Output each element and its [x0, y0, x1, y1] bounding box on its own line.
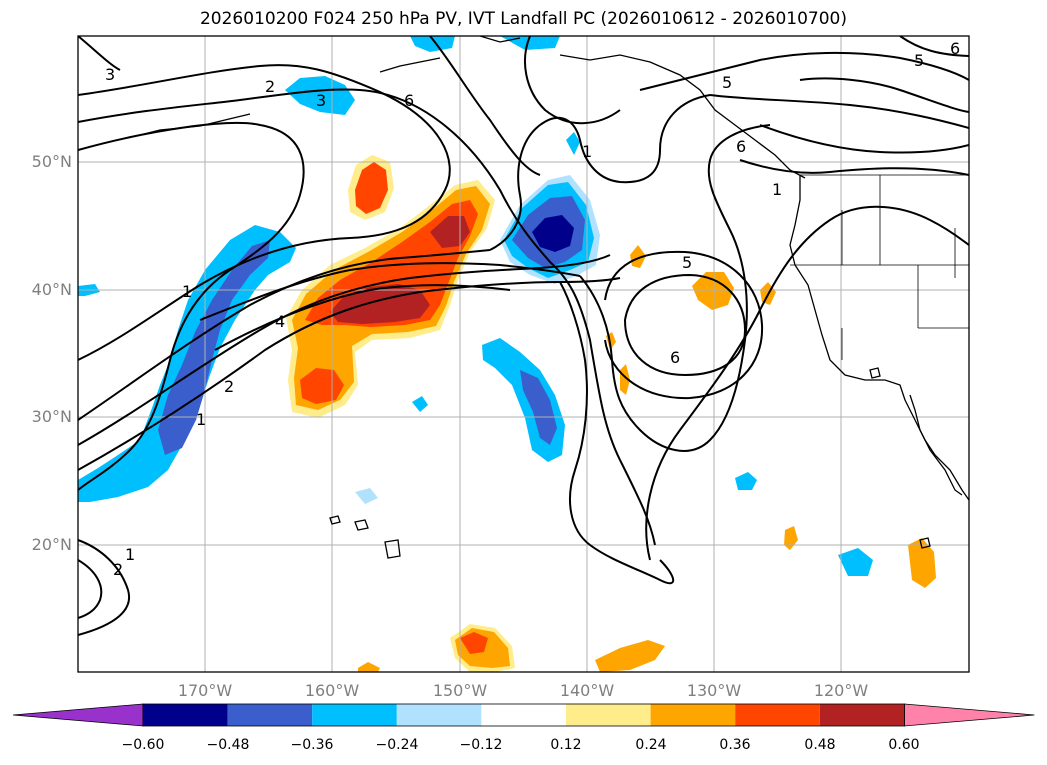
contour-label: 6	[950, 39, 960, 58]
neg-blob-small-5	[412, 396, 428, 412]
colorbar-segment	[566, 704, 651, 726]
contour-label: 6	[670, 348, 680, 367]
graticule	[78, 36, 969, 672]
contour-label: 6	[736, 137, 746, 156]
colorbar-tick: 0.60	[888, 737, 920, 753]
contour-label: 2	[265, 77, 275, 96]
pos-blob-east	[692, 272, 734, 310]
colorbar-segment	[650, 704, 736, 726]
colorbar-segment	[481, 704, 566, 726]
lon-label-120w: 120°W	[813, 681, 869, 700]
neg-blob-north	[285, 76, 355, 115]
contour-label: 6	[404, 91, 414, 110]
lon-label-170w: 170°W	[177, 681, 233, 700]
contour-label: 1	[182, 282, 192, 301]
pos-blob-n	[355, 162, 388, 214]
contour-label: 1	[125, 545, 135, 564]
colorbar-segment	[819, 704, 905, 726]
colorbar-tick: −0.48	[206, 737, 250, 753]
lon-label-140w: 140°W	[559, 681, 615, 700]
lon-label-130w: 130°W	[686, 681, 742, 700]
pos-blob-s2	[358, 662, 380, 672]
contour-label: 1	[582, 142, 592, 161]
pos-blob-south-core	[460, 632, 488, 654]
lon-label-160w: 160°W	[304, 681, 360, 700]
neg-blob-south-core	[520, 370, 557, 445]
positive-anomaly-shading	[286, 155, 936, 672]
political-borders	[790, 174, 969, 360]
neg-blob-north2	[410, 36, 455, 52]
contour-label: 5	[682, 253, 692, 272]
colorbar-segment	[396, 704, 482, 726]
contour-label: 1	[196, 410, 206, 429]
contour-label-group: 1 2 4 5 6 5 6 1 2 5 6 6 1 1 2 1 3 3	[105, 39, 960, 579]
contour-label: 4	[275, 312, 285, 331]
colorbar-tick: 0.12	[550, 737, 582, 753]
lat-label-50n: 50°N	[31, 152, 72, 171]
negative-anomaly-shading	[78, 36, 873, 576]
pv-contours	[78, 36, 969, 636]
neg-blob-mid-core	[532, 215, 574, 252]
contour-label: 3	[316, 91, 326, 110]
colorbar-tick: −0.12	[459, 737, 503, 753]
neg-blob-west-core	[158, 240, 270, 455]
colorbar	[12, 703, 1035, 727]
colorbar-segment	[312, 704, 397, 726]
colorbar-tick: −0.60	[121, 737, 165, 753]
neg-blob-small-1	[735, 472, 757, 490]
coastlines	[139, 36, 969, 559]
colorbar-tick: −0.36	[290, 737, 334, 753]
colorbar-tick: −0.24	[375, 737, 419, 753]
contour-label: 2	[224, 377, 234, 396]
contour-label: 3	[105, 65, 115, 84]
pos-blob-se	[595, 640, 665, 672]
colorbar-tick: 0.48	[804, 737, 836, 753]
colorbar-tick: 0.24	[635, 737, 667, 753]
colorbar-extend-high	[904, 703, 1035, 727]
neg-blob-south	[482, 338, 565, 462]
pos-blob-small-d	[784, 526, 798, 550]
colorbar-segment	[735, 704, 820, 726]
lat-label-30n: 30°N	[31, 407, 72, 426]
neg-blob-small-2	[838, 548, 873, 576]
colorbar-tick: 0.36	[719, 737, 751, 753]
pos-blob-sw	[300, 368, 344, 404]
colorbar-segment	[227, 704, 313, 726]
lat-label-40n: 40°N	[31, 280, 72, 299]
lat-label-20n: 20°N	[31, 535, 72, 554]
map-title: 2026010200 F024 250 hPa PV, IVT Landfall…	[199, 9, 847, 29]
colorbar-segment	[143, 704, 228, 726]
lon-label-150w: 150°W	[432, 681, 488, 700]
colorbar-extend-low	[12, 703, 144, 727]
map-frame	[77, 35, 970, 673]
neg-blob-small-4	[355, 488, 378, 504]
pos-blob-small-a	[630, 245, 646, 268]
colorbar-outline	[142, 703, 905, 727]
pos-blob-small-e	[908, 538, 936, 588]
contour-label: 1	[772, 180, 782, 199]
contour-label: 5	[722, 73, 732, 92]
contour-label: 2	[113, 560, 123, 579]
pos-blob-small-c	[620, 364, 630, 395]
neg-blob-small-6	[566, 132, 580, 155]
contour-label: 5	[914, 51, 924, 70]
